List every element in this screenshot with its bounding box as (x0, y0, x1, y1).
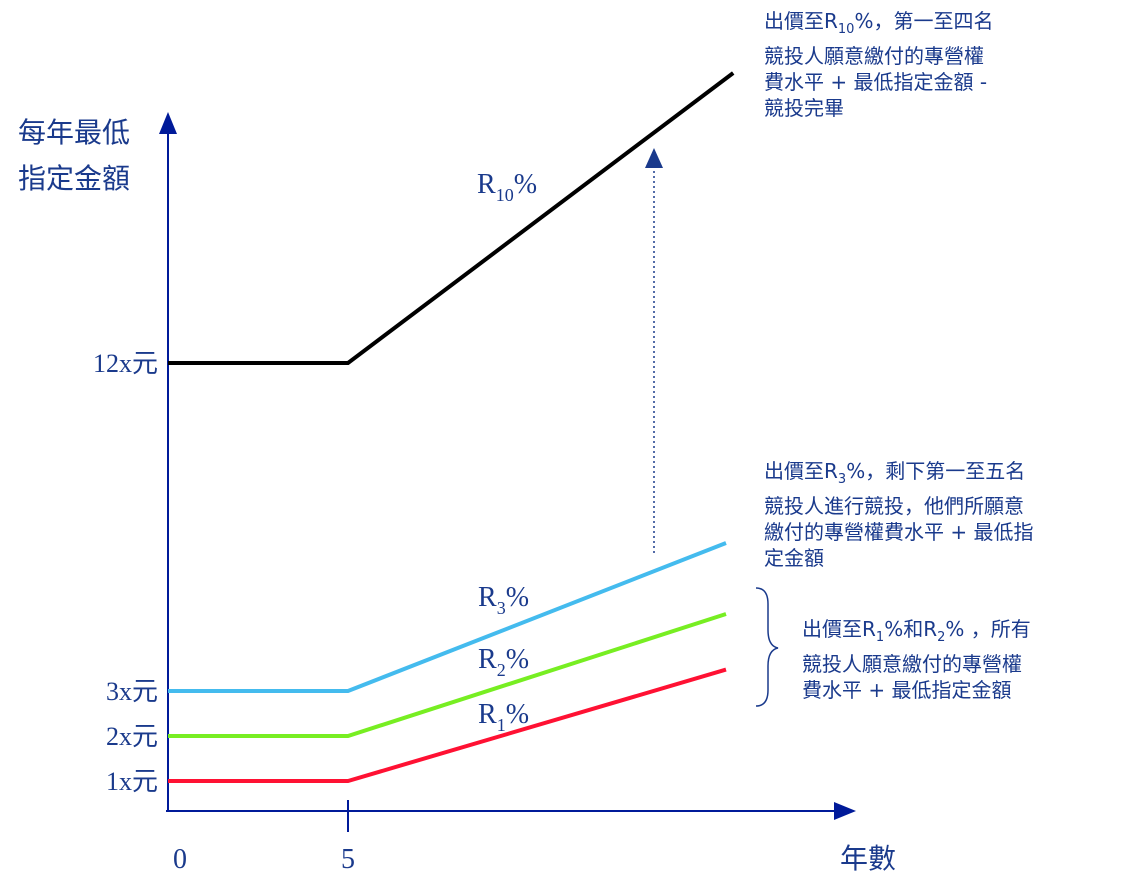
annotation-r10-post: %，第一至四名 (854, 9, 994, 33)
annotation-r3-line3: 繳付的專營權費水平 + 最低指 (764, 520, 1034, 544)
y-tick-label-2x: 2x元 (106, 722, 158, 751)
annotation-r12-line1: 出價至R1%和R2% ，所有 (802, 616, 1122, 651)
annotation-r10-line2: 競投人願意繳付的專營權 (764, 44, 984, 68)
annotation-r12-sub-b: 2 (937, 630, 946, 645)
annotation-r12-pre: 出價至R (802, 617, 876, 641)
annotation-r10: 出價至R10%，第一至四名 競投人願意繳付的專營權 費水平 + 最低指定金額 -… (764, 8, 1124, 121)
dotted-arrow-head (645, 148, 663, 168)
annotation-r10-line4: 競投完畢 (764, 96, 844, 120)
y-axis-arrowhead (159, 112, 177, 134)
curly-brace (755, 587, 779, 707)
x-axis-title: 年數 (840, 842, 896, 874)
annotation-r10-sub: 10 (837, 22, 855, 37)
series-line-r2 (168, 612, 727, 738)
annotation-r3-line2: 競投人進行競投，他們所願意 (764, 494, 1024, 518)
annotation-r3: 出價至R3%，剩下第一至五名 競投人進行競投，他們所願意 繳付的專營權費水平 +… (764, 458, 1130, 571)
series-label-r10: R10% (477, 169, 537, 205)
annotation-r3-line4: 定金額 (764, 546, 824, 570)
annotation-r12-sub-a: 1 (875, 630, 885, 645)
y-tick-label-3x: 3x元 (106, 677, 158, 706)
y-tick-label-1x: 1x元 (106, 767, 158, 796)
series-label-r3: R3% (478, 582, 529, 618)
series-label-r2: R2% (478, 644, 529, 680)
annotation-r10-line1: 出價至R10%，第一至四名 (764, 8, 1124, 43)
y-axis-title-line2: 指定金額 (18, 162, 131, 195)
annotation-r12-post: % ，所有 (945, 617, 1031, 641)
x-tick-label-5: 5 (341, 844, 355, 874)
annotation-r12-mid: %和R (884, 617, 938, 641)
y-axis-title-line1: 每年最低 (18, 116, 131, 149)
annotation-r10-line3: 費水平 + 最低指定金額 - (764, 70, 988, 94)
annotation-r3-line1: 出價至R3%，剩下第一至五名 (764, 458, 1130, 493)
annotation-r12-line3: 費水平 + 最低指定金額 (802, 678, 1012, 702)
series-label-r1: R1% (478, 699, 529, 735)
annotation-r3-sub: 3 (837, 472, 847, 487)
annotation-r12-line2: 競投人願意繳付的專營權 (802, 652, 1022, 676)
series-line-r10 (168, 71, 735, 365)
annotation-r1-r2: 出價至R1%和R2% ，所有 競投人願意繳付的專營權 費水平 + 最低指定金額 (802, 616, 1122, 703)
annotation-r10-pre: 出價至R (764, 9, 838, 33)
y-tick-label-12x: 12x元 (93, 349, 158, 378)
series-line-r1 (168, 667, 727, 783)
annotation-r3-pre: 出價至R (764, 459, 838, 483)
annotation-r3-post: %，剩下第一至五名 (846, 459, 1026, 483)
series-line-r3 (168, 541, 727, 693)
x-tick-label-0: 0 (173, 844, 187, 874)
x-axis-arrowhead (834, 802, 856, 820)
y-axis-title: 每年最低 指定金額 (18, 110, 130, 202)
